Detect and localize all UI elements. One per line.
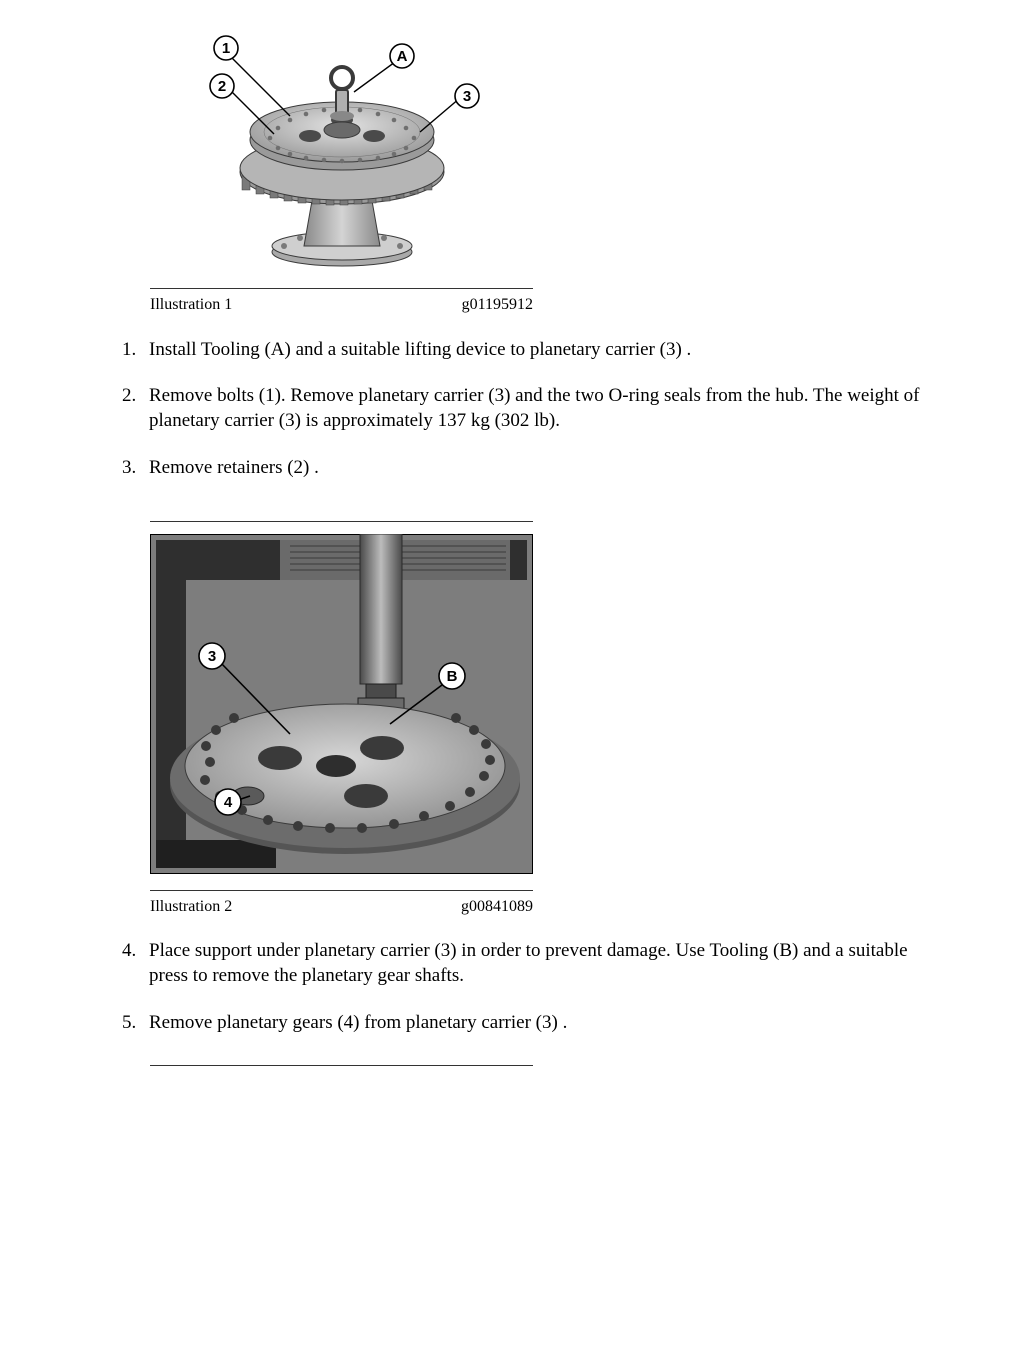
step-item: Install Tooling (A) and a suitable lifti… bbox=[141, 338, 929, 363]
figure-1-caption-left: Illustration 1 bbox=[150, 295, 232, 316]
steps-list-b: Place support under planetary carrier (3… bbox=[95, 939, 929, 1035]
step-item: Remove bolts (1). Remove planetary carri… bbox=[141, 384, 929, 433]
callout-B: B bbox=[447, 668, 458, 685]
callout-1: 1 bbox=[221, 40, 229, 57]
figure-2-caption-left: Illustration 2 bbox=[150, 897, 232, 918]
steps-list-a: Install Tooling (A) and a suitable lifti… bbox=[95, 338, 929, 481]
callout-3a: 3 bbox=[462, 88, 470, 105]
figure-1: 1 2 A 3 Illustration 1 g01195912 bbox=[150, 20, 533, 316]
bottom-rule bbox=[150, 1065, 533, 1066]
figure-1-image: 1 2 A 3 bbox=[150, 20, 533, 278]
step-item: Remove retainers (2) . bbox=[141, 456, 929, 481]
figure-2: 3 B 4 Illustration 2 g00841089 bbox=[150, 521, 533, 918]
figure-2-caption-right: g00841089 bbox=[461, 897, 533, 918]
figure-2-caption: Illustration 2 g00841089 bbox=[150, 897, 533, 918]
figure-2-rule-top bbox=[150, 521, 533, 522]
page: 1 2 A 3 Illustration 1 g01195912 Install… bbox=[0, 0, 1024, 1351]
figure-1-caption: Illustration 1 g01195912 bbox=[150, 295, 533, 316]
illustration-1-svg: 1 2 A 3 bbox=[182, 20, 502, 278]
callout-4: 4 bbox=[224, 794, 233, 811]
callout-2: 2 bbox=[217, 78, 225, 95]
figure-2-image: 3 B 4 bbox=[150, 528, 533, 880]
step-item: Place support under planetary carrier (3… bbox=[141, 939, 929, 988]
illustration-2-svg: 3 B 4 bbox=[150, 534, 533, 874]
callout-A: A bbox=[396, 48, 407, 65]
step-item: Remove planetary gears (4) from planetar… bbox=[141, 1011, 929, 1036]
callout-3b: 3 bbox=[208, 648, 216, 665]
bottom-rule-block bbox=[150, 1065, 533, 1066]
figure-1-caption-right: g01195912 bbox=[462, 295, 533, 316]
figure-2-rule-bottom bbox=[150, 890, 533, 891]
figure-1-rule bbox=[150, 288, 533, 289]
